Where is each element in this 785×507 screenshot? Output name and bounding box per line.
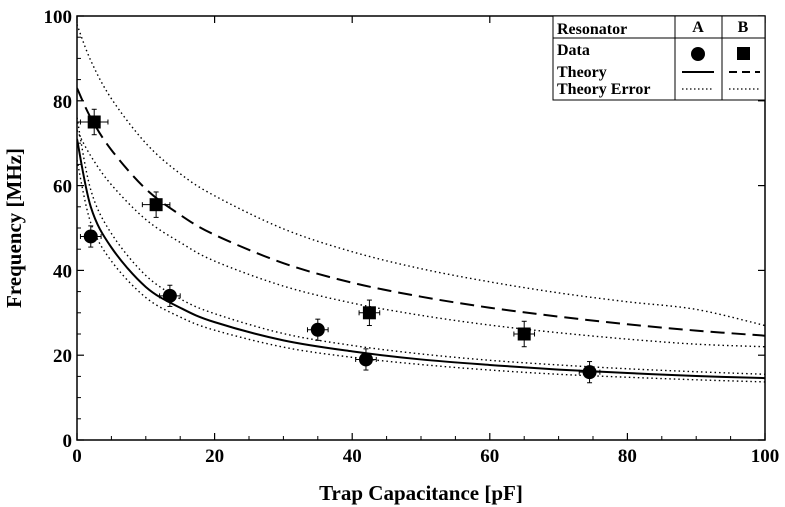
legend-header-b: B (738, 19, 749, 36)
x-tick-label: 20 (205, 446, 224, 467)
y-tick-label: 40 (53, 261, 72, 282)
theory-curves (77, 24, 765, 383)
data-point-a-4 (582, 365, 597, 380)
data-point-b-3 (517, 327, 531, 341)
x-tick-label: 40 (343, 446, 362, 467)
legend: Resonator A B Data Theory Theory Error (552, 15, 766, 101)
y-axis-title: Frequency [MHz] (2, 148, 26, 308)
legend-header-a: A (692, 19, 704, 36)
legend-marker-a-circle (691, 47, 705, 61)
series-a-theory-error-lower (77, 160, 765, 383)
series-b-theory (77, 87, 765, 337)
x-axis-title: Trap Capacitance [pF] (319, 481, 523, 505)
data-point-a-2 (310, 322, 325, 337)
data-points (79, 108, 601, 384)
data-point-b-1 (149, 198, 163, 212)
legend-row-theory-error: Theory Error (557, 81, 650, 98)
legend-header-resonator: Resonator (557, 21, 627, 38)
legend-row-theory: Theory (557, 64, 607, 81)
axis-ticks: 0 20 40 60 80 100 0 20 40 60 80 100 (44, 7, 780, 467)
data-point-b-0 (87, 115, 101, 129)
y-tick-label: 60 (53, 177, 72, 198)
series-b-theory-error-upper (77, 24, 765, 327)
data-point-a-0 (83, 229, 98, 244)
legend-row-data: Data (557, 42, 590, 59)
x-tick-label: 60 (480, 446, 499, 467)
series-b-theory-error-lower (77, 130, 765, 348)
data-point-a-3 (358, 352, 373, 367)
legend-box (552, 15, 766, 101)
data-point-b-2 (362, 306, 376, 320)
x-tick-label: 80 (618, 446, 637, 467)
series-a-theory (77, 138, 765, 380)
y-tick-label: 80 (53, 92, 72, 113)
legend-marker-b-square (737, 47, 750, 60)
y-tick-label: 20 (53, 346, 72, 367)
x-tick-label: 0 (72, 446, 82, 467)
data-point-a-1 (162, 288, 177, 303)
x-tick-label: 100 (751, 446, 780, 467)
series-a-theory-error-upper (77, 117, 765, 375)
y-tick-label: 100 (44, 7, 73, 28)
y-tick-label: 0 (63, 431, 73, 452)
